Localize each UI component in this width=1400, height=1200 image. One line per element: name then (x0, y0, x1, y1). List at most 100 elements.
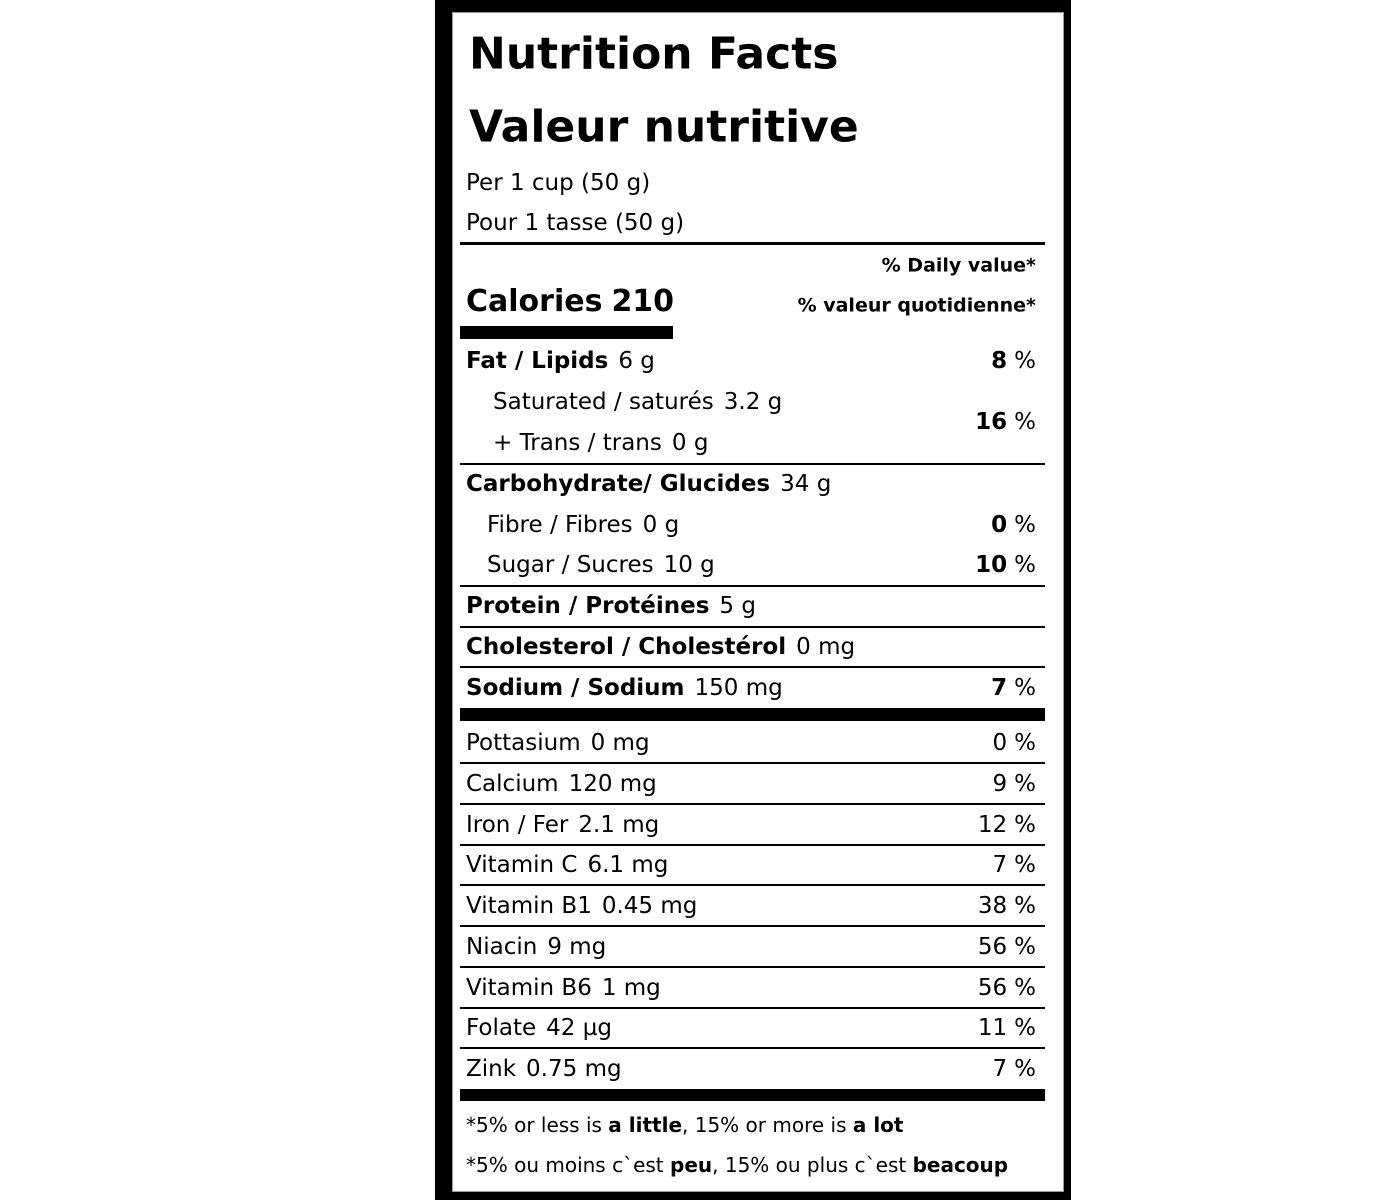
daily-value-number: 38 (977, 893, 1008, 920)
nutrient-amount: 34 g (780, 471, 832, 498)
nutrient: Pottasium 0 mg (466, 730, 650, 758)
daily-value: 8% (991, 348, 1036, 376)
rule (460, 965, 1045, 968)
nutrient-amount: 6 g (618, 348, 655, 375)
footnote-part: , 15% ou plus c`est (712, 1153, 913, 1177)
daily-value-number: 8 (991, 348, 1008, 375)
nutrient-name: Sugar / Sucres (487, 552, 654, 579)
footnote: *5% or less is a little, 15% or more is … (466, 1113, 903, 1137)
nutrient-name: Vitamin C (466, 852, 578, 879)
daily-value: 0% (993, 730, 1037, 758)
title-fr: Valeur nutritive (469, 101, 859, 153)
nutrient-amount: 120 mg (568, 770, 657, 797)
rule (460, 762, 1045, 764)
nutrient: Vitamin C 6.1 mg (466, 852, 668, 880)
nutrient-name: + Trans / trans (493, 430, 662, 457)
daily-value-unit: % (1014, 811, 1036, 838)
nutrient-amount: 0 g (642, 512, 680, 539)
daily-value-unit: % (1014, 893, 1036, 920)
nutrient-amount: 0 mg (590, 730, 650, 757)
daily-value-number: 7 (992, 852, 1008, 879)
nutrient-name: Vitamin B6 (466, 974, 592, 1001)
rule (460, 802, 1045, 805)
nutrient-name: Sodium / Sodium (466, 675, 685, 702)
rule (460, 708, 1045, 721)
rule (460, 884, 1045, 887)
footnote-part: *5% ou moins c`est (466, 1153, 671, 1177)
daily-value-number: 16 (975, 409, 1008, 436)
nutrient-amount: 6.1 mg (587, 852, 669, 879)
rule (460, 1089, 1045, 1101)
rule (460, 666, 1045, 668)
nutrient-amount: 9 mg (547, 933, 607, 960)
nutrient: Cholesterol / Cholestérol 0 mg (466, 634, 855, 662)
daily-value-number: 7 (991, 675, 1008, 702)
daily-value-number: 56 (977, 933, 1008, 960)
daily-value: 16% (975, 409, 1036, 437)
nutrient-name: Pottasium (466, 730, 581, 757)
nutrient: Fat / Lipids 6 g (466, 348, 655, 376)
daily-value-number: 11 (977, 1015, 1008, 1042)
daily-value: 7% (993, 1056, 1037, 1084)
rule (460, 1047, 1045, 1050)
daily-value-unit: % (1014, 512, 1036, 539)
daily-value-unit: % (1014, 348, 1036, 375)
daily-value-unit: % (1014, 933, 1036, 960)
footnote: *5% ou moins c`est peu, 15% ou plus c`es… (466, 1153, 1008, 1177)
daily-value-header-fr: % valeur quotidienne* (797, 294, 1036, 317)
nutrient: Folate 42 µg (466, 1015, 612, 1043)
serving: Per 1 cup (50 g) (466, 170, 651, 197)
nutrient-name: Saturated / saturés (493, 389, 714, 416)
calories-label: Calories (466, 284, 603, 319)
rule (460, 463, 1045, 465)
nutrient: Sugar / Sucres 10 g (487, 552, 715, 580)
nutrient-name: Cholesterol / Cholestérol (466, 634, 787, 661)
daily-value: 0% (991, 512, 1036, 540)
daily-value: 10% (975, 552, 1036, 580)
nutrient: Protein / Protéines 5 g (466, 593, 756, 621)
nutrient-name: Niacin (466, 933, 538, 960)
rule (460, 242, 1045, 245)
nutrient: Fibre / Fibres 0 g (487, 512, 679, 540)
nutrient-amount: 3.2 g (723, 389, 783, 416)
nutrient: Zink 0.75 mg (466, 1056, 622, 1084)
nutrient: + Trans / trans 0 g (493, 430, 708, 458)
calories: Calories 210 (466, 284, 674, 320)
daily-value: 7% (991, 675, 1036, 703)
nutrient-name: Zink (466, 1056, 517, 1083)
nutrient: Vitamin B1 0.45 mg (466, 893, 697, 921)
nutrient-name: Calcium (466, 770, 559, 797)
nutrient: Carbohydrate/ Glucides 34 g (466, 471, 831, 499)
nutrient-amount: 2.1 mg (578, 811, 660, 838)
daily-value-number: 10 (975, 552, 1008, 579)
nutrient: Niacin 9 mg (466, 934, 606, 962)
daily-value: 56% (978, 975, 1036, 1003)
nutrient: Sodium / Sodium 150 mg (466, 675, 783, 703)
daily-value-header: % Daily value* (881, 254, 1036, 277)
footnote-part: a little (608, 1113, 683, 1137)
daily-value-number: 0 (991, 512, 1008, 539)
nutrient-name: Fat / Lipids (466, 348, 609, 375)
nutrient: Calcium 120 mg (466, 771, 657, 799)
daily-value-unit: % (1014, 730, 1036, 757)
calories-value: 210 (611, 284, 675, 319)
nutrient-amount: 10 g (663, 552, 715, 579)
rule (460, 925, 1045, 927)
nutrient-amount: 42 µg (546, 1015, 612, 1042)
nutrient-name: Carbohydrate/ Glucides (466, 471, 771, 498)
nutrient-amount: 0 g (671, 430, 709, 457)
footnote-part: , 15% or more is (682, 1113, 853, 1137)
daily-value: 56% (978, 934, 1036, 962)
rule (460, 585, 1045, 587)
footnote-part: peu (670, 1153, 713, 1177)
label-panel (452, 12, 1064, 1192)
title: Nutrition Facts (469, 28, 839, 80)
nutrient-amount: 0.75 mg (526, 1056, 622, 1083)
footnote-part: a lot (852, 1113, 904, 1137)
nutrient: Saturated / saturés 3.2 g (493, 389, 782, 417)
nutrient-name: Protein / Protéines (466, 593, 710, 620)
nutrient-amount: 0 mg (796, 634, 856, 661)
rule (460, 843, 1045, 846)
daily-value-unit: % (1014, 770, 1036, 797)
daily-value-unit: % (1014, 852, 1036, 879)
